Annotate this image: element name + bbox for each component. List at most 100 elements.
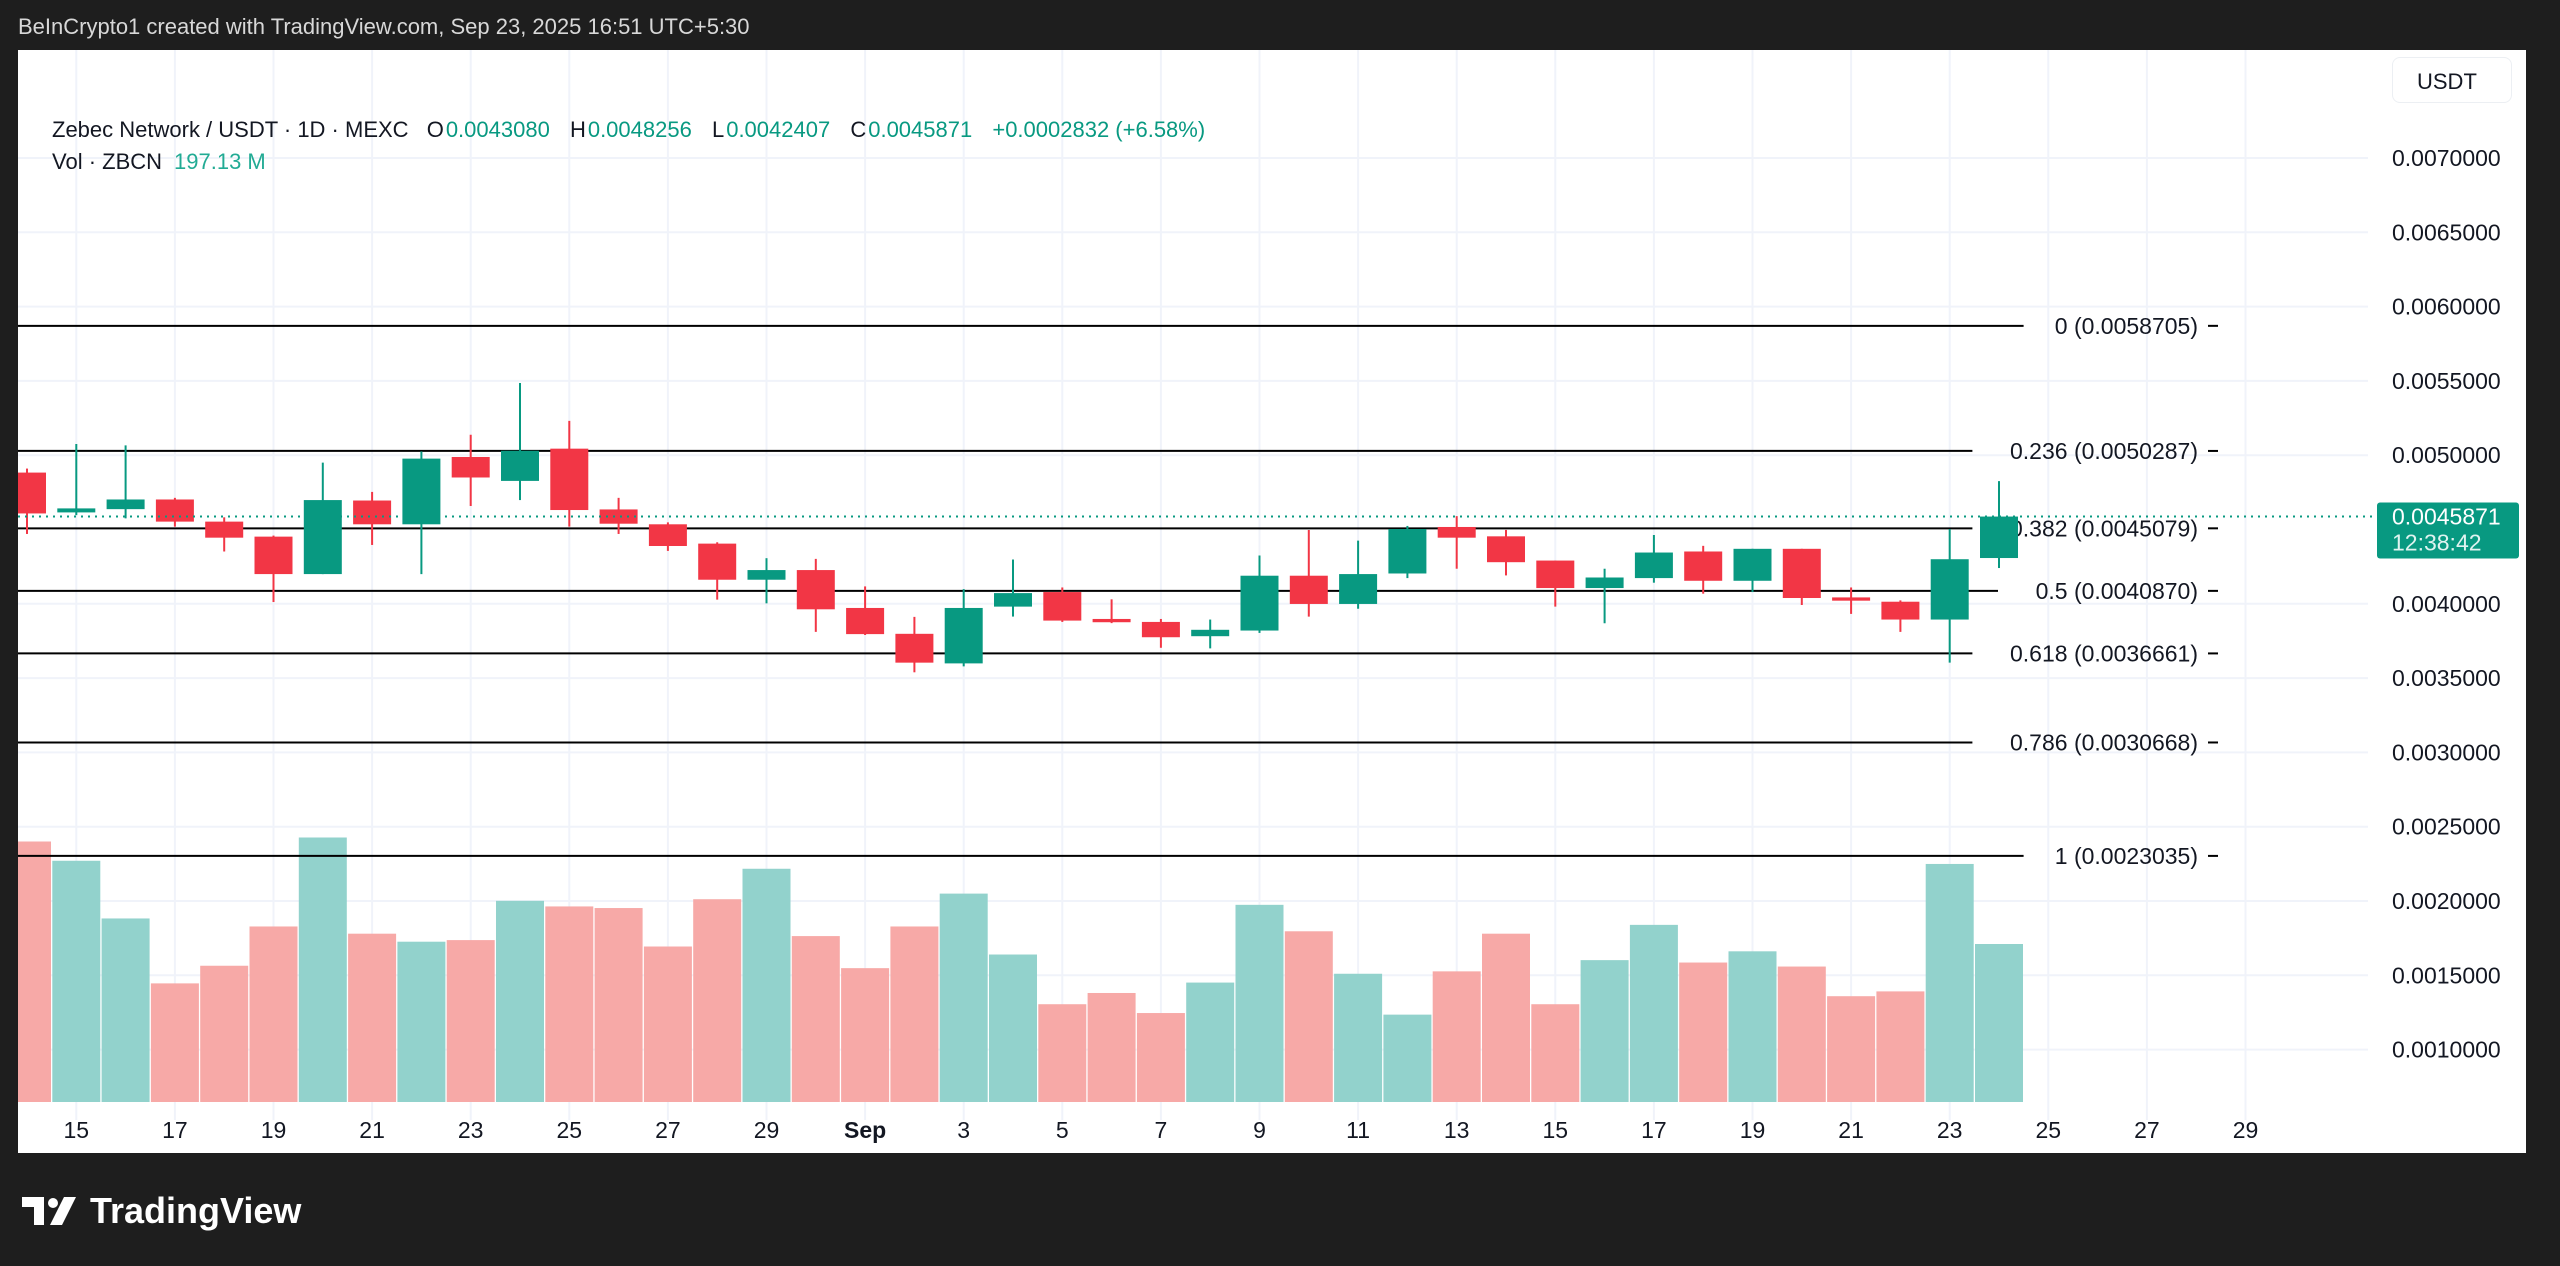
- volume-bar: [249, 926, 298, 1102]
- x-tick-label: 17: [162, 1117, 188, 1143]
- candle-up: [303, 500, 342, 575]
- price-tag: [2377, 502, 2519, 559]
- volume-bar: [545, 906, 594, 1102]
- volume-row: Vol · ZBCN 197.13 M: [52, 146, 1219, 178]
- candle-down: [1881, 601, 1920, 620]
- x-tick-label: 15: [1543, 1117, 1569, 1143]
- open-label: O: [426, 117, 444, 142]
- y-tick-label: 0.0040000: [2392, 591, 2501, 617]
- volume-bar: [939, 893, 988, 1102]
- candle-down: [1092, 618, 1131, 623]
- fib-level-label: 0 (0.0058705): [2055, 313, 2198, 339]
- y-tick-label: 0.0060000: [2392, 294, 2501, 320]
- candle-up: [1388, 529, 1427, 574]
- volume-bar: [594, 908, 643, 1102]
- x-tick-label: 21: [359, 1117, 385, 1143]
- fib-level-label: 0.236 (0.0050287): [2010, 438, 2198, 464]
- x-tick-label: 27: [2134, 1117, 2160, 1143]
- candle-down: [796, 570, 835, 610]
- candle-down: [1536, 560, 1575, 589]
- volume-bar: [742, 868, 791, 1102]
- candle-down: [353, 500, 392, 525]
- volume-bar: [693, 899, 742, 1102]
- x-tick-label: 15: [64, 1117, 90, 1143]
- high-value: 0.0048256: [587, 117, 692, 142]
- candle-down: [205, 521, 244, 538]
- candle-up: [1240, 575, 1279, 631]
- x-tick-label: 29: [2233, 1117, 2259, 1143]
- volume-bar: [1284, 931, 1333, 1102]
- volume-bar: [1629, 924, 1678, 1102]
- y-tick-label: 0.0015000: [2392, 962, 2501, 988]
- price-tag-countdown: 12:38:42: [2392, 530, 2482, 556]
- volume-bar: [397, 941, 446, 1102]
- candle-down: [1437, 526, 1476, 538]
- candle-up: [57, 508, 96, 513]
- x-tick-label: 21: [1838, 1117, 1864, 1143]
- candle-down: [254, 536, 293, 575]
- candle-up: [1980, 516, 2018, 559]
- candle-down: [846, 607, 885, 635]
- y-tick-label: 0.0025000: [2392, 814, 2501, 840]
- fib-level-label: 0.618 (0.0036661): [2010, 640, 2198, 666]
- x-tick-label: 23: [1937, 1117, 1963, 1143]
- volume-bar: [890, 926, 939, 1102]
- x-tick-label: 13: [1444, 1117, 1470, 1143]
- candle-up: [994, 593, 1032, 607]
- chart-attribution: BeInCrypto1 created with TradingView.com…: [18, 14, 750, 39]
- low-label: L: [711, 117, 725, 142]
- volume-bar: [1432, 971, 1481, 1102]
- candle-down: [1684, 551, 1723, 581]
- symbol-name[interactable]: Zebec Network / USDT · 1D · MEXC: [52, 117, 409, 142]
- x-tick-label: 7: [1155, 1117, 1168, 1143]
- x-tick-label: 19: [261, 1117, 287, 1143]
- candle-down: [155, 499, 194, 522]
- x-tick-label: 19: [1740, 1117, 1766, 1143]
- x-tick-label: Sep: [844, 1117, 886, 1143]
- fib-level-label: 0.382 (0.0045079): [2010, 515, 2198, 541]
- tradingview-logo-icon: [22, 1197, 76, 1225]
- candle-up: [106, 499, 145, 510]
- close-value: 0.0045871: [868, 117, 973, 142]
- volume-bar: [18, 841, 51, 1102]
- candle-down: [18, 472, 46, 514]
- volume-bar: [101, 918, 150, 1102]
- y-tick-label: 0.0065000: [2392, 219, 2501, 245]
- candlestick-chart[interactable]: 0.0070000 0.0065000 0.0060000 0.0055000 0.00…: [18, 50, 2526, 1153]
- candle-up: [1585, 577, 1624, 589]
- x-tick-label: 17: [1641, 1117, 1667, 1143]
- volume-label[interactable]: Vol · ZBCN: [52, 149, 163, 174]
- volume-bar: [1679, 962, 1728, 1102]
- price-tag-value: 0.0045871: [2392, 504, 2501, 530]
- candle-down: [1832, 597, 1871, 601]
- candle-down: [895, 633, 934, 663]
- y-tick-label: 0.0030000: [2392, 739, 2501, 765]
- x-tick-label: 25: [557, 1117, 583, 1143]
- candle-down: [1043, 592, 1082, 621]
- candle-down: [1782, 548, 1821, 599]
- volume-bar: [1482, 933, 1530, 1102]
- candle-up: [747, 570, 786, 580]
- volume-bar: [1186, 982, 1235, 1102]
- volume-bar: [1136, 1013, 1185, 1102]
- y-tick-label: 0.0035000: [2392, 665, 2501, 691]
- currency-button[interactable]: USDT: [2392, 57, 2512, 103]
- fib-level-label: 1 (0.0023035): [2055, 843, 2198, 869]
- candle-up: [402, 458, 441, 525]
- volume-bar: [791, 936, 840, 1102]
- volume-bar: [1827, 996, 1876, 1102]
- candle-up: [1733, 548, 1772, 581]
- tradingview-logo[interactable]: TradingView: [22, 1190, 301, 1232]
- y-tick-label: 0.0055000: [2392, 368, 2501, 394]
- x-tick-label: 25: [2036, 1117, 2062, 1143]
- candle-down: [1289, 575, 1328, 604]
- volume-bar: [1925, 863, 1974, 1102]
- y-tick-label: 0.0050000: [2392, 442, 2501, 468]
- tradingview-wordmark: TradingView: [90, 1190, 302, 1231]
- x-tick-label: 11: [1346, 1117, 1370, 1143]
- close-label: C: [850, 117, 867, 142]
- x-tick-label: 5: [1056, 1117, 1069, 1143]
- chart-panel[interactable]: 0.0070000 0.0065000 0.0060000 0.0055000 0.00…: [18, 50, 2526, 1153]
- candle-up: [1930, 559, 1969, 620]
- volume-bar: [496, 900, 544, 1102]
